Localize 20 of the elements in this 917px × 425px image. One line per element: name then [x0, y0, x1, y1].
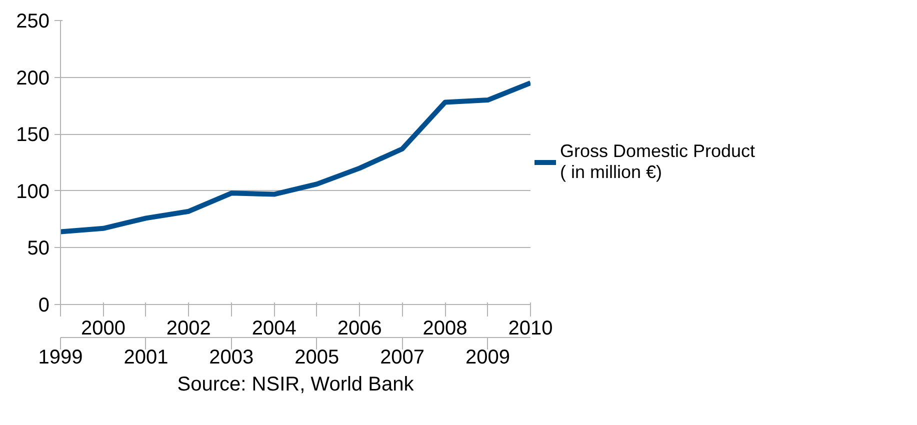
- x-tick-label: 2010: [508, 318, 553, 340]
- y-tick-label: 150: [16, 124, 50, 146]
- x-tick-label: 2007: [380, 346, 425, 368]
- x-tick-label: 2005: [294, 346, 340, 368]
- x-tick-label: 2001: [124, 346, 168, 368]
- x-tick-label: 2006: [337, 318, 382, 340]
- legend-label: Gross Domestic Product ( in million €): [560, 141, 756, 183]
- x-tick-label: 1999: [38, 346, 83, 368]
- x-tick-label: 2008: [422, 318, 468, 340]
- x-tick-label: 2002: [166, 318, 211, 340]
- y-tick-label: 50: [27, 238, 50, 260]
- x-tick-label: 2004: [252, 318, 296, 340]
- y-tick-label: 250: [16, 10, 50, 32]
- y-tick-label: 200: [16, 67, 50, 90]
- x-tick-label: 2000: [80, 318, 126, 340]
- x-tick-label: 2003: [209, 346, 254, 368]
- x-tick-label: 2009: [466, 346, 510, 368]
- y-tick-label: 0: [38, 294, 50, 316]
- y-tick-label: 100: [16, 180, 50, 203]
- source-note: Source: NSIR, World Bank: [177, 374, 415, 396]
